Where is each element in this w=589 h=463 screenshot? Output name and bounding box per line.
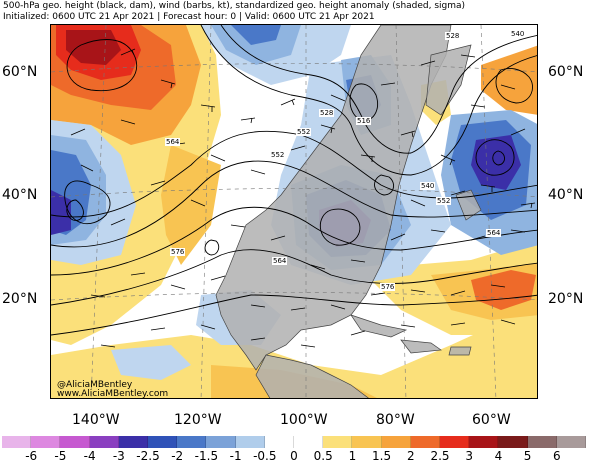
colorbar-tick-label: -1.5 (194, 449, 219, 463)
chart-subtitle: Initialized: 0600 UTC 21 Apr 2021 | Fore… (3, 12, 375, 22)
lon-label-100w: 100°W (280, 412, 328, 428)
colorbar-cell (294, 436, 324, 448)
colorbar-cell (469, 436, 499, 448)
colorbar-cell (118, 436, 148, 448)
graticule (51, 25, 537, 398)
lat-label-20n-right: 20°N (548, 291, 584, 307)
lat-label-60n-left: 60°N (2, 64, 38, 80)
colorbar-tick-label: 1.5 (372, 449, 392, 463)
colorbar-cell (498, 436, 528, 448)
colorbar (0, 436, 589, 448)
colorbar-tick-label: 1 (348, 449, 357, 463)
colorbar-cell (264, 436, 294, 448)
colorbar-cell (440, 436, 470, 448)
lon-label-120w: 120°W (174, 412, 222, 428)
lat-label-20n-left: 20°N (2, 291, 38, 307)
land-masses (215, 25, 482, 398)
colorbar-cell (556, 436, 586, 448)
colorbar-tick-label: -4 (83, 449, 96, 463)
colorbar-cell (177, 436, 207, 448)
colorbar-tick-label: 0 (290, 449, 298, 463)
colorbar-tick-label: -1 (229, 449, 242, 463)
colorbar-tick-label: 2.5 (430, 449, 450, 463)
author-credit: @AliciaMBentley www.AliciaMBentley.com (57, 381, 168, 399)
colorbar-tick-label: 2 (406, 449, 415, 463)
colorbar-tick-label: -3 (112, 449, 125, 463)
credit-website: www.AliciaMBentley.com (57, 389, 169, 399)
lon-label-80w: 80°W (376, 412, 415, 428)
colorbar-cell (60, 436, 90, 448)
height-contours (51, 25, 537, 336)
lat-label-60n-right: 60°N (548, 64, 584, 80)
colorbar-tick-label: -2.5 (136, 449, 160, 463)
colorbar-tick-label: -6 (25, 449, 38, 463)
colorbar-cell (235, 436, 265, 448)
colorbar-cell (527, 436, 557, 448)
colorbar-cell (352, 436, 382, 448)
colorbar-tick-label: -5 (54, 449, 67, 463)
chart-title: 500-hPa geo. height (black, dam), wind (… (3, 1, 466, 11)
colorbar-tick-label: 5 (523, 449, 532, 463)
colorbar-cell (323, 436, 353, 448)
colorbar-cell (410, 436, 440, 448)
colorbar-tick-label: 6 (552, 449, 561, 463)
lat-label-40n-left: 40°N (2, 187, 38, 203)
colorbar-tick-label: 4 (494, 449, 503, 463)
colorbar-tick-label: 3 (465, 449, 474, 463)
credit-handle: @AliciaMBentley (57, 380, 133, 390)
lat-label-40n-right: 40°N (548, 187, 584, 203)
colorbar-cell (2, 436, 32, 448)
map-panel (50, 24, 538, 399)
colorbar-tick-label: 0.5 (313, 449, 333, 463)
lon-label-140w: 140°W (72, 412, 120, 428)
colorbar-cell (206, 436, 236, 448)
weather-map (51, 25, 537, 398)
colorbar-cell (381, 436, 411, 448)
wind-barbs (70, 48, 536, 348)
colorbar-cell (31, 436, 61, 448)
colorbar-cell (148, 436, 178, 448)
lon-label-60w: 60°W (472, 412, 511, 428)
colorbar-tick-label: -2 (171, 449, 184, 463)
colorbar-tick-label: -0.5 (253, 449, 277, 463)
colorbar-cell (89, 436, 119, 448)
